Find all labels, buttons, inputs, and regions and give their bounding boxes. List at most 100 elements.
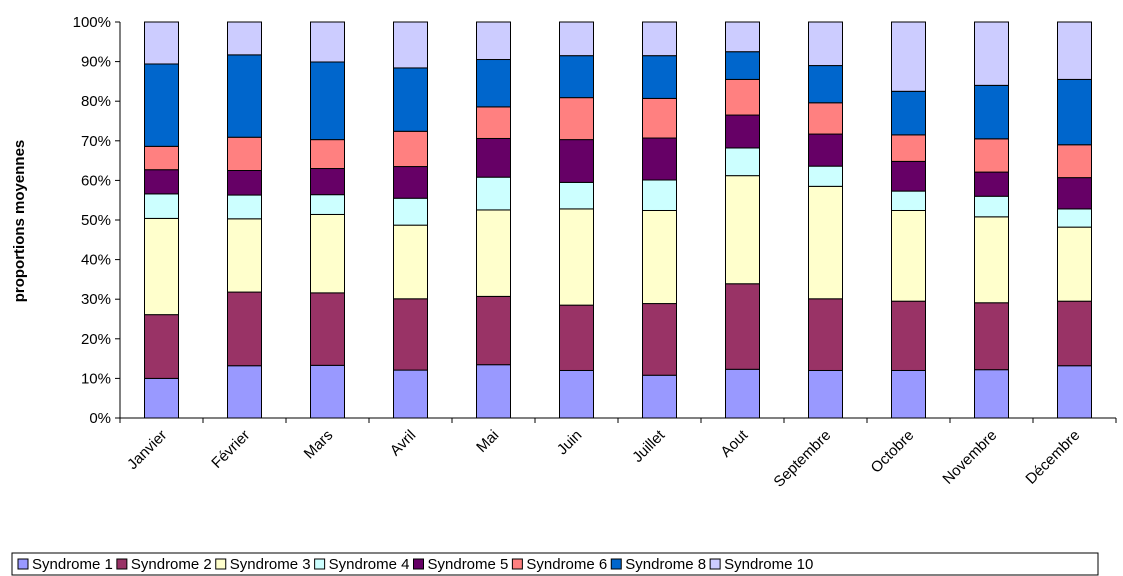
y-tick-label: 20% [81,331,111,348]
legend-swatch [413,558,424,570]
x-tick-label: Mars [301,427,337,463]
bar-segment [974,195,1009,218]
bar-segment [559,208,594,306]
bar-segment [310,364,345,419]
bar-segment [725,368,760,419]
bar-segment [393,224,428,300]
bar-segment [393,67,428,132]
legend-label: Syndrome 6 [526,556,607,573]
y-tick-label: 30% [81,291,111,308]
bar-segment [891,209,926,302]
bar-segment [144,145,179,171]
bar-segment [974,21,1009,86]
bar-segment [559,369,594,419]
legend-swatch [215,558,227,570]
bar-segment [310,168,345,196]
bar-segment [1057,144,1092,179]
bar-segment [1057,177,1092,210]
bar-segment [974,171,1009,197]
y-tick-label: 10% [81,370,111,387]
bar-segment [725,283,760,370]
bar-segment [642,374,677,419]
legend-box [11,552,1099,576]
bar-segment [974,369,1009,419]
bar-segment [725,78,760,116]
bar-segment [642,21,677,57]
bar-segment [642,209,677,305]
legend-swatch [610,558,622,570]
bar-segment [1057,208,1092,228]
bar-segment [393,369,428,419]
x-tick-label: Septembre [770,427,834,491]
bar-segment [642,97,677,139]
x-tick-label: Novembre [939,427,1000,488]
legend-swatch [511,558,523,570]
bar-segment [144,169,179,195]
bar-segment [393,298,428,371]
bar-segment [891,300,926,371]
bar-segment [891,21,926,92]
legend-label: Syndrome 5 [428,556,509,573]
y-tick-label: 40% [81,252,111,269]
bar-segment [310,139,345,170]
bar-segment [559,139,594,183]
bar-segment [144,377,179,419]
bar-segment [310,21,345,63]
legend-swatch [709,558,721,570]
plot-area: 0% 10% 20% 30% 40% 50% 60% 70% 80% 90% 100% Janvier… [73,14,1117,491]
bar-segment [227,170,262,196]
bar-segment [393,166,428,199]
bar-segment [642,137,677,181]
y-tick-label: 60% [81,172,111,189]
bar-segment [642,55,677,99]
bar-segment [725,114,760,149]
bar-segment [725,147,760,177]
bar-segment [476,59,511,108]
bar-segment [476,295,511,366]
bar-segment [1057,78,1092,146]
x-tick-label: Octobre [868,427,918,477]
y-tick-label: 0% [89,410,111,427]
legend-label: Syndrome 3 [230,556,311,573]
bar-segment [227,194,262,220]
bar-segment [559,97,594,141]
bar-segment [310,292,345,366]
bar-segment [476,176,511,211]
bar-segment [144,193,179,219]
bar-segment [476,21,511,61]
bar-segment [808,102,843,135]
bar-segment [559,55,594,99]
bar-segment [891,160,926,192]
y-tick-label: 70% [81,133,111,150]
legend-label: Syndrome 2 [131,556,212,573]
bar-segment [1057,226,1092,302]
bar-segment [144,314,179,379]
x-tick-label: Mai [473,427,502,456]
bar-segment [559,304,594,371]
legend-label: Syndrome 1 [32,556,113,573]
y-axis-label: proportions moyennes [11,140,28,303]
bar-segment [808,185,843,300]
bar-segment [891,134,926,162]
bar-segment [393,21,428,69]
x-tick-label: Avril [387,427,419,459]
bar-segment [476,106,511,139]
legend-label: Syndrome 8 [625,556,706,573]
legend-label: Syndrome 4 [329,556,410,573]
legend-swatch [17,558,29,570]
bar-segment [642,179,677,211]
bar-segment [476,137,511,178]
bar-segment [891,190,926,211]
bar-segment [891,369,926,419]
legend-swatch [116,558,128,570]
bar-segment [1057,300,1092,367]
bar-segment [310,213,345,294]
bar-segment [891,90,926,136]
bar-segment [559,21,594,57]
bar-segment [393,130,428,168]
y-tick-label: 100% [73,14,111,31]
y-tick-label: 80% [81,93,111,110]
bar-segment [476,364,511,419]
y-tick-label: 90% [81,54,111,71]
